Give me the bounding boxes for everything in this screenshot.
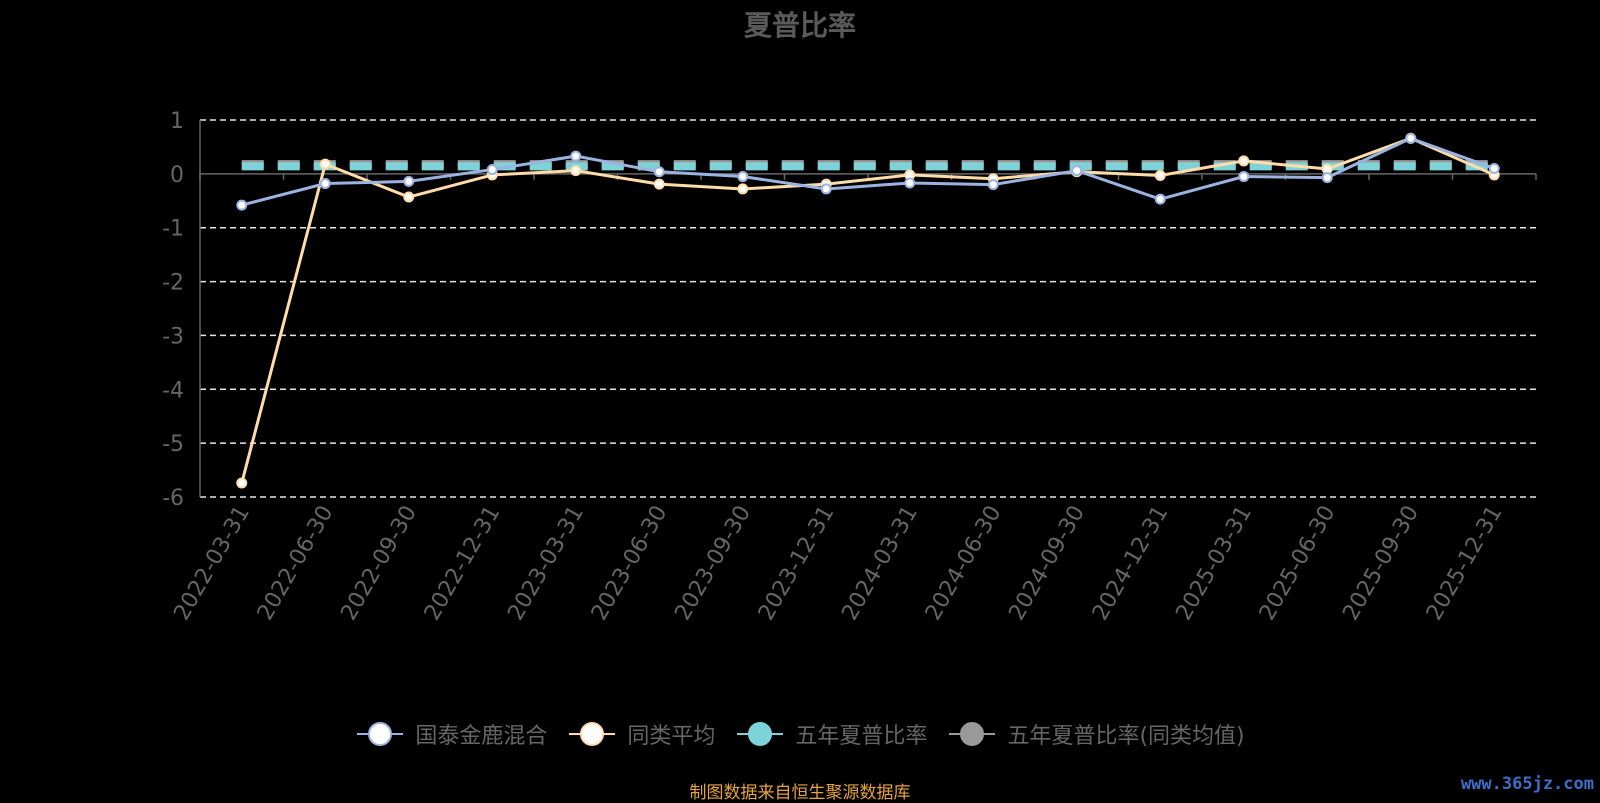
data-source-note: 制图数据来自恒生聚源数据库 <box>689 783 911 803</box>
series-0-point-12 <box>1238 171 1250 183</box>
legend-label-category-avg: 同类平均 <box>627 724 716 749</box>
series-0-point-6 <box>737 171 749 183</box>
series-line-1 <box>240 136 1495 484</box>
x-tick-label-6: 2023-09-30 <box>670 502 756 625</box>
series-1-point-5 <box>653 178 665 190</box>
series-1-point-2 <box>403 191 415 203</box>
y-tick-label-2: -1 <box>162 217 184 242</box>
series-1-point-6 <box>737 183 749 195</box>
legend-marker-category-avg <box>569 722 616 746</box>
series-0-point-0 <box>236 199 248 211</box>
legend-label-five-year-sharpe: 五年夏普比率 <box>795 724 928 749</box>
y-tick-label-0: 1 <box>170 109 184 134</box>
series-0-point-1 <box>319 178 331 190</box>
legend-marker-five-year-sharpe-avg <box>949 722 996 746</box>
x-tick-label-9: 2024-06-30 <box>921 502 1007 625</box>
x-tick-label-7: 2023-12-31 <box>754 502 840 625</box>
y-tick-label-4: -3 <box>162 324 184 349</box>
series-1-point-11 <box>1154 169 1166 181</box>
chart-title: 夏普比率 <box>743 9 856 42</box>
series-1-point-0 <box>236 477 248 489</box>
x-tick-label-4: 2023-03-31 <box>503 502 589 625</box>
x-tick-label-5: 2023-06-30 <box>587 502 673 625</box>
series-0-point-5 <box>653 166 665 178</box>
x-tick-label-11: 2024-12-31 <box>1088 502 1174 625</box>
legend-label-fund: 国泰金鹿混合 <box>415 724 548 749</box>
legend: 国泰金鹿混合 同类平均 五年夏普比率 五年夏普比率(同类均值) <box>0 718 1600 750</box>
legend-item-category-avg[interactable]: 同类平均 <box>567 718 715 750</box>
series-0-point-15 <box>1488 162 1500 174</box>
legend-marker-fund <box>357 722 404 746</box>
legend-item-five-year-sharpe-avg[interactable]: 五年夏普比率(同类均值) <box>947 718 1245 750</box>
x-tick-label-12: 2025-03-31 <box>1171 502 1257 625</box>
x-tick-label-13: 2025-06-30 <box>1255 502 1341 625</box>
y-tick-label-6: -5 <box>162 432 184 457</box>
legend-item-fund[interactable]: 国泰金鹿混合 <box>355 718 547 750</box>
series-0-point-2 <box>403 175 415 187</box>
legend-marker-five-year-sharpe <box>737 722 784 746</box>
x-tick-label-14: 2025-09-30 <box>1338 502 1424 625</box>
x-tick-label-8: 2024-03-31 <box>837 502 923 625</box>
series-0-point-13 <box>1321 172 1333 184</box>
series-0-point-8 <box>904 177 916 189</box>
series-0-point-10 <box>1071 165 1083 177</box>
x-tick-label-15: 2025-12-31 <box>1422 502 1508 625</box>
series-1-point-4 <box>570 165 582 177</box>
series-0-point-7 <box>820 183 832 195</box>
x-tick-label-10: 2024-09-30 <box>1004 502 1090 625</box>
y-tick-label-7: -6 <box>162 486 184 511</box>
series-1-point-12 <box>1238 155 1250 167</box>
watermark: www.365jz.com <box>1460 774 1594 794</box>
x-tick-label-2: 2022-09-30 <box>336 502 422 625</box>
legend-item-five-year-sharpe[interactable]: 五年夏普比率 <box>735 718 927 750</box>
series-0-point-3 <box>486 164 498 176</box>
y-tick-label-3: -2 <box>162 271 184 296</box>
y-tick-label-1: 0 <box>170 163 184 188</box>
x-tick-label-3: 2022-12-31 <box>420 502 506 625</box>
series-0-point-11 <box>1154 193 1166 205</box>
series-0-point-9 <box>987 179 999 191</box>
series-line-0 <box>241 136 1495 207</box>
legend-label-five-year-sharpe-avg: 五年夏普比率(同类均值) <box>1007 724 1245 749</box>
series-0-point-14 <box>1405 132 1417 144</box>
y-tick-label-5: -4 <box>162 378 184 403</box>
x-tick-label-1: 2022-06-30 <box>253 502 339 625</box>
x-tick-label-0: 2022-03-31 <box>169 502 255 625</box>
series-1-point-1 <box>319 158 331 170</box>
series-0-point-4 <box>570 150 582 162</box>
